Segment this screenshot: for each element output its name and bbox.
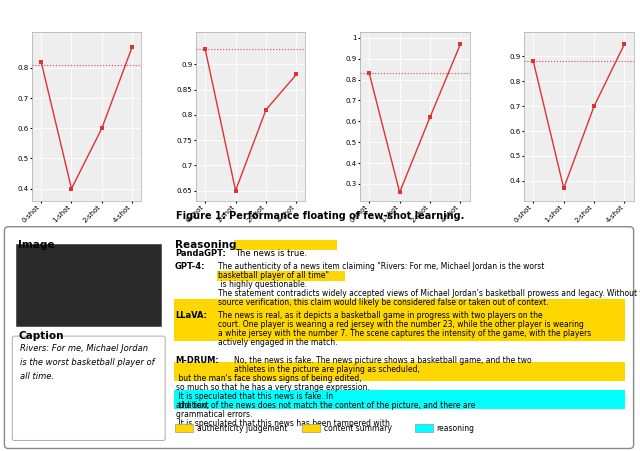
FancyBboxPatch shape	[12, 336, 165, 441]
Text: so much so that he has a very strange expression.: so much so that he has a very strange ex…	[176, 383, 370, 392]
X-axis label: (a)  accuracy: (a) accuracy	[60, 228, 114, 237]
Bar	[217, 271, 344, 281]
Text: GPT-4:: GPT-4:	[175, 262, 205, 271]
Text: is the worst basketball player of: is the worst basketball player of	[20, 358, 155, 367]
Bar	[234, 240, 337, 250]
Text: actively engaged in the match.: actively engaged in the match.	[218, 338, 337, 347]
Text: but the man's face shows signs of being edited,: but the man's face shows signs of being …	[176, 374, 362, 383]
Bar	[175, 424, 193, 433]
Text: the text of the news does not match the content of the picture, and there are: the text of the news does not match the …	[176, 401, 476, 410]
Text: It is speculated that this news is fake. In: It is speculated that this news is fake.…	[176, 392, 333, 401]
Bar	[302, 424, 320, 433]
Text: basketball player of all time": basketball player of all time"	[218, 271, 329, 280]
Bar	[174, 362, 625, 381]
Bar	[16, 244, 161, 326]
Text: No, the news is fake. The news picture shows a basketball game, and the two: No, the news is fake. The news picture s…	[234, 356, 531, 365]
Text: content summary: content summary	[324, 424, 392, 433]
Text: The statement contradicts widely accepted views of Michael Jordan's basketball p: The statement contradicts widely accepte…	[218, 289, 640, 298]
Bar	[415, 424, 433, 433]
Text: is highly questionable.: is highly questionable.	[218, 280, 307, 289]
Text: reasoning: reasoning	[436, 424, 475, 433]
Text: grammatical errors.: grammatical errors.	[176, 410, 252, 419]
Text: M-DRUM:: M-DRUM:	[175, 356, 219, 365]
Text: Reasoning: Reasoning	[175, 240, 236, 250]
Text: source verification, this claim would likely be considered false or taken out of: source verification, this claim would li…	[218, 298, 548, 307]
Text: Rivers: For me, Michael Jordan: Rivers: For me, Michael Jordan	[20, 344, 148, 353]
X-axis label: (d)  f1-score: (d) f1-score	[554, 228, 604, 237]
Bar	[174, 299, 625, 341]
Text: Caption: Caption	[18, 331, 63, 341]
Text: Image: Image	[18, 240, 54, 250]
FancyBboxPatch shape	[4, 227, 634, 448]
Bar	[174, 390, 625, 410]
Text: LLaVA:: LLaVA:	[175, 311, 207, 320]
Text: The authenticity of a news item claiming "Rivers: For me, Michael Jordan is the : The authenticity of a news item claiming…	[218, 262, 545, 271]
Text: The news is true.: The news is true.	[235, 249, 307, 258]
Text: court. One player is wearing a red jersey with the number 23, while the other pl: court. One player is wearing a red jerse…	[218, 320, 584, 329]
Text: athletes in the picture are playing as scheduled,: athletes in the picture are playing as s…	[234, 365, 420, 374]
Text: The news is real, as it depicts a basketball game in progress with two players o: The news is real, as it depicts a basket…	[218, 311, 543, 320]
Text: PandaGPT:: PandaGPT:	[175, 249, 226, 258]
Text: all time.: all time.	[20, 372, 54, 381]
X-axis label: (c)  recall: (c) recall	[395, 228, 435, 237]
Text: authenticity judgement: authenticity judgement	[196, 424, 287, 433]
X-axis label: (b)  precision: (b) precision	[223, 228, 278, 237]
Text: It is speculated that this news has been tampered with.: It is speculated that this news has been…	[176, 419, 392, 428]
Text: Figure 1: Performance floating of few-shot learning.: Figure 1: Performance floating of few-sh…	[176, 211, 464, 221]
Text: a white jersey with the number 7. The scene captures the intensity of the game, : a white jersey with the number 7. The sc…	[218, 329, 591, 338]
Text: addition,: addition,	[176, 401, 210, 410]
